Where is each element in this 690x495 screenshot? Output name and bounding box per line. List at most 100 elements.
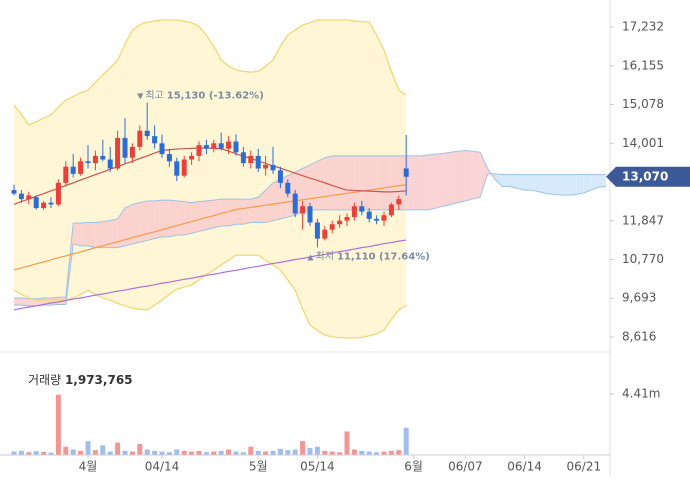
x-tick-label: 06/14 [507,460,542,474]
volume-bar [211,451,217,455]
volume-bar [41,451,47,455]
y-tick-label: 8,616 [622,329,656,343]
candle-body [100,155,106,160]
volume-bar [174,449,180,455]
y-tick-label: 11,847 [622,213,664,227]
volume-bar [55,394,61,455]
volume-bar [374,452,380,455]
cloud-segment [339,155,347,210]
bollinger-band [14,19,407,338]
cloud-segment [391,155,399,210]
cloud-segment [554,174,562,196]
candle-body [381,215,387,221]
cloud-segment [435,153,444,209]
volume-bar [307,448,313,455]
volume-bar [300,441,306,455]
cloud-segment [206,200,214,230]
candle-body [33,197,39,209]
cloud-segment [51,297,59,306]
moving-average [13,147,407,206]
candle-body [270,164,276,171]
candle-body [233,141,239,153]
volume-bar [122,450,128,455]
y-tick-label: 17,232 [622,20,664,34]
cloud-segment [458,150,466,203]
candle-body [137,130,143,147]
x-tick-label: 4월 [79,460,98,474]
candle-body [11,190,17,194]
cloud-segment [250,197,259,223]
volume-bar [403,427,409,455]
plot [11,19,607,455]
candle-body [48,202,54,205]
candle-body [248,155,254,164]
cloud-segment [480,152,488,198]
candle-body [92,155,98,164]
candle-body [366,211,372,219]
cloud-segment [406,155,414,210]
candle-body [403,168,409,177]
cloud-segment [354,155,362,210]
x-tick-label: 05/14 [300,460,335,474]
bollinger-upper [13,19,407,126]
y-tick-label: 10,770 [622,252,664,266]
volume-bar [33,451,39,455]
volume-bar [115,442,121,455]
cloud-segment [139,200,148,243]
candle-body [396,199,402,205]
volume-bar [18,450,24,455]
volume-bar [255,450,261,455]
candle-body [122,137,128,158]
volume-bar [337,452,343,455]
cloud-segment [576,174,584,195]
volume-bar [203,452,209,455]
candle-body [307,206,313,223]
volume-bar [351,449,357,455]
candle-body [78,161,84,174]
cloud-segment [110,218,118,248]
cloud-segment [569,174,577,196]
volume-bar [359,450,365,455]
volume-bar [248,446,254,455]
cloud-segment [583,174,592,193]
cloud-segment [450,151,458,205]
candle-body [226,141,232,149]
candle-body [344,217,350,221]
volume-bar [218,450,224,455]
y-tick-label: 9,693 [622,291,656,305]
cloud-segment [265,182,273,223]
volume-bar [277,448,283,455]
current-price-label: 13,070 [622,169,668,183]
cloud-segment [154,200,162,239]
volume-bar [78,450,84,455]
candle-body [18,193,24,200]
x-tick-label: 06/21 [567,460,602,474]
candle-body [70,166,76,174]
volume-bar [152,450,158,455]
cloud-segment [347,155,355,210]
volume-bar [129,451,135,455]
candle-body [203,145,209,149]
candle-body [152,136,158,144]
cloud-segment [443,152,451,207]
volume-bar [285,450,291,455]
cloud-segment [21,297,29,306]
cloud-segment [546,174,555,195]
cloud-segment [502,174,510,187]
candle-body [85,161,91,164]
cloud-segment [517,174,525,191]
candle-body [337,220,343,225]
cloud-segment [80,222,88,246]
annotation: ▲ 최저 11,110 (17.64%) [307,250,429,262]
volume-bar [189,451,195,455]
annotation-value: 15,130 (-13.62%) [167,91,264,102]
candle-body [329,224,335,230]
volume-bar [48,452,54,455]
cloud-segment [524,174,532,191]
annotation-label: 최저 [316,250,334,262]
volume-bar [322,450,328,455]
volume-bar [70,449,76,455]
candle-body [63,166,69,183]
volume-bar [196,450,202,455]
